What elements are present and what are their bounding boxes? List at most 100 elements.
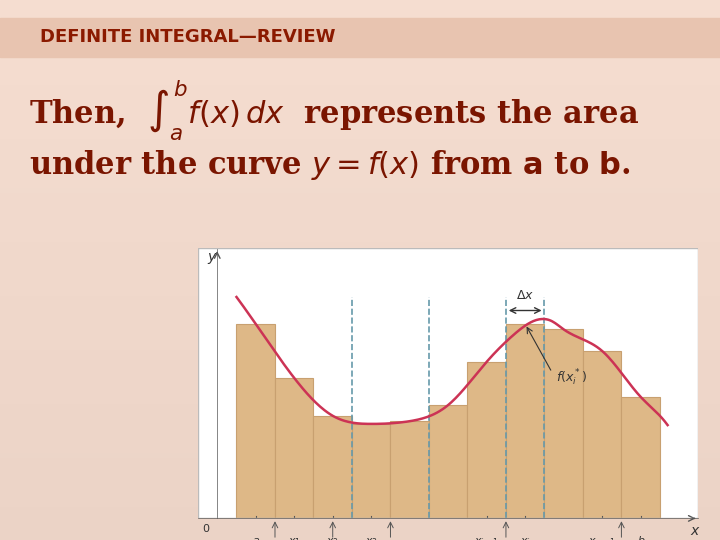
Bar: [544, 329, 583, 518]
Bar: [0, 454, 720, 459]
Bar: [0, 32, 720, 38]
Bar: [0, 113, 720, 119]
Bar: [0, 189, 720, 194]
Bar: [0, 481, 720, 486]
Text: DEFINITE INTEGRAL—REVIEW: DEFINITE INTEGRAL—REVIEW: [40, 28, 335, 46]
Bar: [0, 124, 720, 130]
Bar: [0, 205, 720, 211]
Bar: [0, 194, 720, 200]
Bar: [506, 324, 544, 518]
Bar: [0, 265, 720, 270]
Bar: [0, 470, 720, 475]
Bar: [0, 324, 720, 329]
Bar: [275, 378, 313, 518]
Text: $x_{n-1}$: $x_{n-1}$: [588, 536, 616, 540]
Bar: [0, 43, 720, 49]
Bar: [0, 140, 720, 146]
Text: a: a: [252, 536, 259, 540]
Bar: [0, 173, 720, 178]
Bar: [0, 292, 720, 297]
Bar: [0, 38, 720, 43]
Bar: [0, 308, 720, 313]
Bar: [0, 351, 720, 356]
Bar: [313, 416, 352, 518]
Bar: [0, 243, 720, 248]
Bar: [0, 146, 720, 151]
Bar: [0, 227, 720, 232]
Bar: [0, 410, 720, 416]
Bar: [0, 270, 720, 275]
Bar: [0, 103, 720, 108]
Bar: [0, 437, 720, 443]
Bar: [0, 389, 720, 394]
Text: Then,  $\int_a^b f(x)\,dx$  represents the area: Then, $\int_a^b f(x)\,dx$ represents the…: [29, 79, 639, 143]
Bar: [0, 448, 720, 454]
Text: x: x: [690, 524, 698, 538]
Bar: [0, 18, 720, 57]
Bar: [0, 491, 720, 497]
Bar: [0, 508, 720, 513]
Bar: [0, 475, 720, 481]
Bar: [0, 535, 720, 540]
Text: y: y: [207, 249, 216, 264]
Bar: [0, 319, 720, 324]
Bar: [0, 302, 720, 308]
Bar: [0, 346, 720, 351]
Text: $f(x_i^*)$: $f(x_i^*)$: [556, 368, 588, 388]
Bar: [0, 367, 720, 373]
Bar: [0, 340, 720, 346]
Bar: [0, 184, 720, 189]
Bar: [0, 421, 720, 427]
Bar: [0, 22, 720, 27]
Bar: [0, 162, 720, 167]
Bar: [0, 86, 720, 92]
Text: $x_3$: $x_3$: [364, 536, 378, 540]
Bar: [0, 216, 720, 221]
Bar: [0, 119, 720, 124]
Bar: [0, 97, 720, 103]
Text: $x_i$: $x_i$: [520, 536, 531, 540]
Bar: [198, 248, 698, 518]
Bar: [0, 0, 720, 5]
Bar: [0, 248, 720, 254]
Bar: [0, 211, 720, 216]
Text: $x_2$: $x_2$: [326, 536, 339, 540]
Bar: [0, 502, 720, 508]
Bar: [0, 459, 720, 464]
Bar: [0, 529, 720, 535]
Bar: [0, 297, 720, 302]
Bar: [0, 238, 720, 243]
Bar: [0, 356, 720, 362]
Bar: [0, 427, 720, 432]
Bar: [0, 65, 720, 70]
Bar: [0, 11, 720, 16]
Bar: [0, 232, 720, 238]
Bar: [467, 362, 506, 518]
Bar: [0, 108, 720, 113]
Text: $x_{i-1}$: $x_{i-1}$: [474, 536, 499, 540]
Bar: [0, 130, 720, 135]
Bar: [0, 254, 720, 259]
Bar: [0, 524, 720, 529]
Bar: [0, 5, 720, 11]
Bar: [0, 157, 720, 162]
Bar: [0, 518, 720, 524]
Bar: [0, 432, 720, 437]
Bar: [0, 286, 720, 292]
Bar: [0, 54, 720, 59]
Bar: [0, 49, 720, 54]
Bar: [0, 16, 720, 22]
Bar: [0, 275, 720, 281]
Text: $x_1$: $x_1$: [288, 536, 301, 540]
Text: 0: 0: [202, 524, 210, 534]
Bar: [0, 464, 720, 470]
Bar: [0, 59, 720, 65]
Bar: [0, 383, 720, 389]
Bar: [236, 324, 275, 518]
Bar: [0, 443, 720, 448]
Bar: [0, 335, 720, 340]
Bar: [0, 135, 720, 140]
Bar: [0, 486, 720, 491]
Bar: [0, 400, 720, 405]
Bar: [0, 200, 720, 205]
